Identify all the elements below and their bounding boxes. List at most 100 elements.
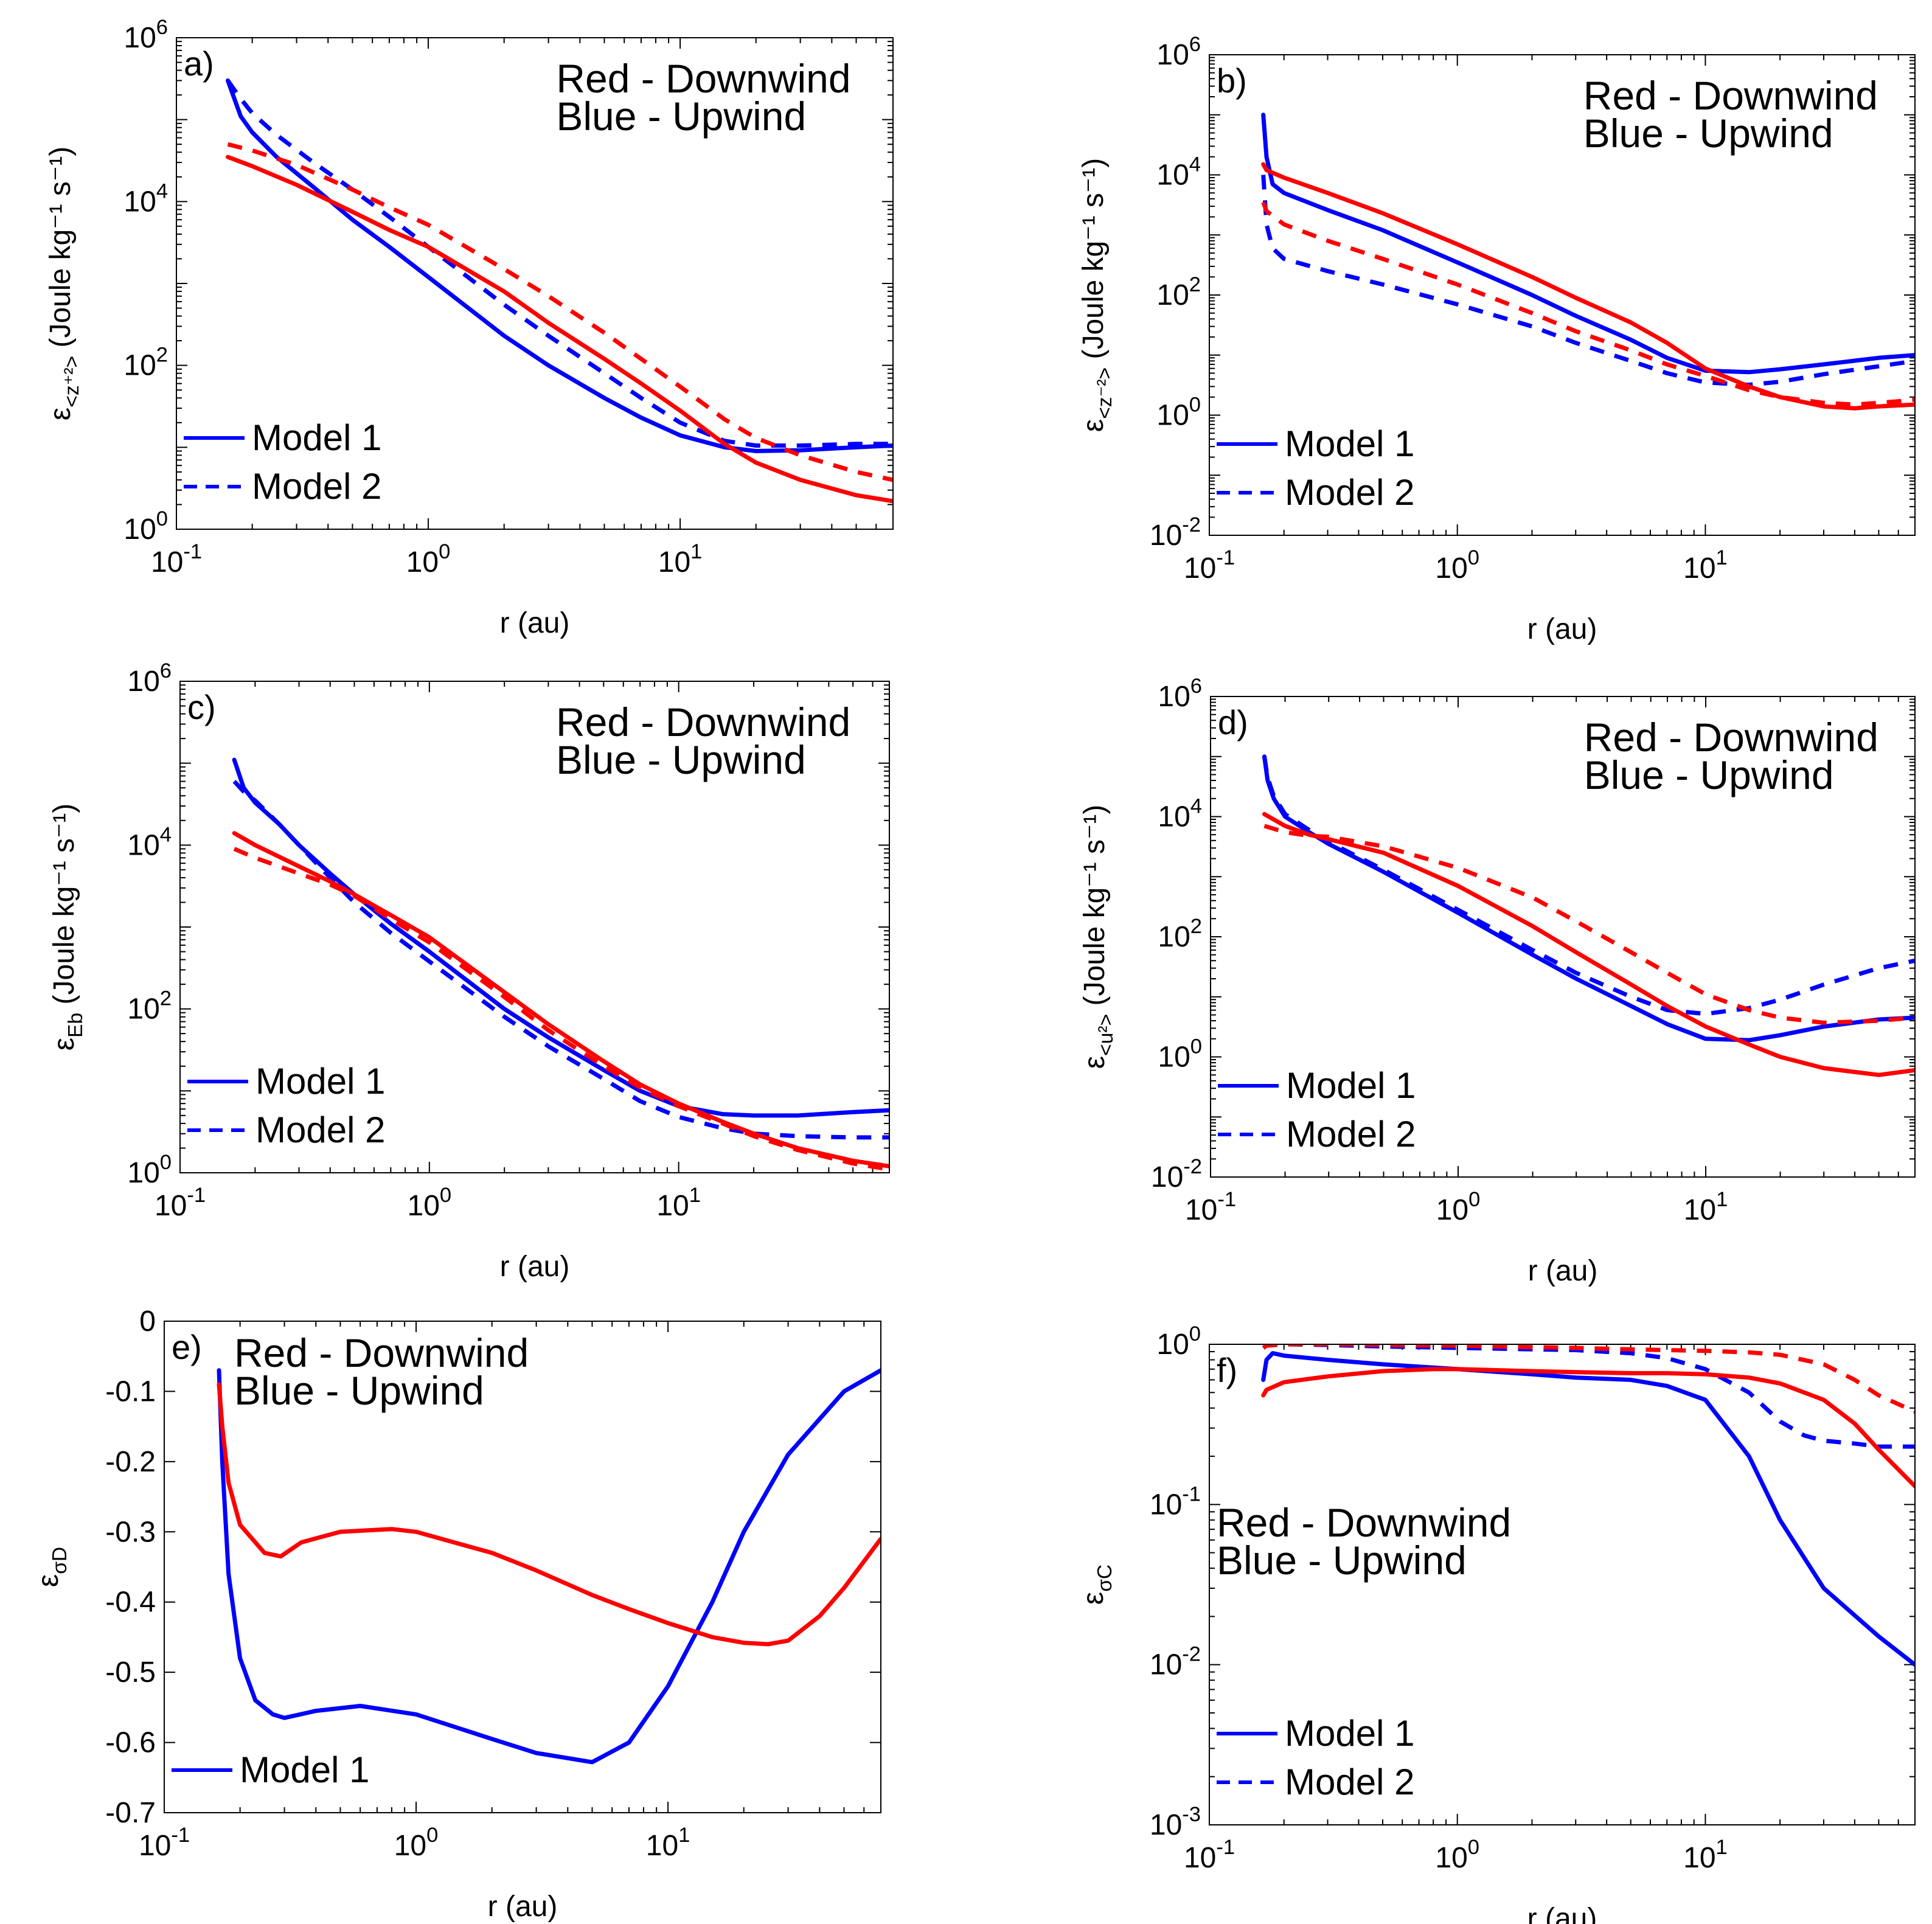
plot-frame <box>1210 696 1916 1178</box>
x-tick-label: 101 <box>1684 1188 1728 1226</box>
legend-label-model-1: Model 1 <box>1285 1713 1414 1754</box>
annotation-upwind: Blue - Upwind <box>1217 1538 1467 1583</box>
series-downwind-model-2-line <box>227 142 893 482</box>
x-tick-label: 101 <box>658 540 703 578</box>
plot-frame <box>164 1321 881 1813</box>
x-tick-label: 100 <box>406 540 451 578</box>
series-upwind-model-2-line <box>226 79 893 448</box>
legend-label-model-2: Model 2 <box>252 466 381 507</box>
series-downwind-model-2-line <box>1263 824 1915 1025</box>
series-downwind-model-1-line <box>226 155 893 504</box>
y-tick-label: -0.3 <box>105 1516 156 1548</box>
plot-frame <box>176 37 894 530</box>
legend-label-model-1: Model 1 <box>255 1061 385 1102</box>
x-tick-label: 100 <box>1435 546 1479 585</box>
x-axis-label: r (au) <box>1528 1255 1598 1287</box>
x-tick-label: 10-1 <box>1184 546 1235 585</box>
annotation-downwind: Red - Downwind <box>1584 715 1878 760</box>
y-tick-label: -0.1 <box>105 1375 156 1408</box>
y-tick-label: 102 <box>1156 273 1201 311</box>
plot-frame <box>179 681 890 1173</box>
x-tick-label: 100 <box>408 1184 452 1222</box>
panel-label: e) <box>172 1328 202 1366</box>
y-tick-label: 104 <box>123 179 168 218</box>
legend-label-model-1: Model 1 <box>1285 423 1414 464</box>
y-tick-label: 100 <box>123 507 168 546</box>
y-tick-label: 10-2 <box>1150 1643 1201 1681</box>
curves <box>1262 754 1915 1077</box>
annotation-upwind: Blue - Upwind <box>556 737 806 782</box>
legend-label-model-1: Model 1 <box>240 1749 369 1790</box>
panel-label: c) <box>187 688 216 726</box>
annotation-upwind: Blue - Upwind <box>556 94 806 139</box>
series-upwind-model-1-line <box>226 78 893 453</box>
y-tick-label: -0.4 <box>105 1586 156 1619</box>
x-tick-label: 100 <box>1435 1836 1479 1874</box>
series-downwind-model-1-line <box>1262 811 1915 1077</box>
y-axis-label: ε<u²> (Joule kg⁻¹ s⁻¹) <box>1079 805 1117 1069</box>
x-tick-label: 10-1 <box>139 1824 190 1862</box>
legend-label-model-2: Model 2 <box>1285 472 1414 513</box>
annotation-upwind: Blue - Upwind <box>1584 752 1834 797</box>
annotation-downwind: Red - Downwind <box>1217 1500 1511 1545</box>
series-downwind-model-2-line <box>1262 1344 1915 1414</box>
series-upwind-model-1-line <box>217 1368 881 1765</box>
panel-e: 10-1 100 101 0 -0.1 -0.2 -0.3 -0.4 -0.5 -0.6 -0.7 r… <box>32 1305 881 1923</box>
legend-label-model-1: Model 1 <box>1286 1065 1416 1106</box>
series-downwind-model-1-line <box>1261 1367 1915 1488</box>
legend-label-model-1: Model 1 <box>252 417 381 458</box>
y-tick-label: 102 <box>1158 915 1202 953</box>
y-tick-label: 106 <box>1156 33 1201 71</box>
y-axis-label: ε<z⁻²> (Joule kg⁻¹ s⁻¹) <box>1077 158 1116 432</box>
axis-ticks <box>176 37 894 530</box>
y-tick-label: 10-3 <box>1150 1803 1201 1841</box>
annotation-downwind: Red - Downwind <box>234 1330 529 1375</box>
x-tick-label: 100 <box>394 1824 439 1862</box>
annotation-downwind: Red - Downwind <box>556 700 850 745</box>
curves <box>1261 113 1915 411</box>
x-tick-label: 100 <box>1436 1188 1481 1226</box>
plot-frame <box>1209 1344 1916 1825</box>
x-axis-label: r (au) <box>500 1251 570 1283</box>
series-downwind-model-1-line <box>1261 162 1915 411</box>
y-tick-label: 104 <box>1158 795 1202 833</box>
y-tick-label: -0.5 <box>105 1656 156 1689</box>
y-tick-label: 100 <box>1156 394 1201 432</box>
y-axis-label: εσD <box>32 1547 71 1587</box>
series-upwind-model-2-line <box>1261 175 1915 387</box>
x-tick-label: 101 <box>656 1184 701 1222</box>
panel-label: f) <box>1217 1351 1237 1389</box>
y-tick-label: 104 <box>127 823 172 861</box>
plot-frame <box>1209 54 1916 536</box>
panel-label: d) <box>1218 703 1248 741</box>
y-tick-label: -0.2 <box>105 1446 156 1478</box>
x-tick-label: 10-1 <box>1185 1188 1236 1226</box>
y-tick-label: 100 <box>127 1151 172 1189</box>
x-tick-label: 101 <box>1683 546 1728 585</box>
series-upwind-model-1-line <box>1262 754 1915 1043</box>
y-tick-label: 104 <box>1156 153 1201 192</box>
annotation-downwind: Red - Downwind <box>1583 73 1878 118</box>
y-tick-label: -0.6 <box>105 1727 156 1759</box>
x-tick-label: 10-1 <box>155 1184 206 1222</box>
series-downwind-model-1-line <box>217 1382 881 1647</box>
x-axis-label: r (au) <box>500 607 570 639</box>
legend-label-model-2: Model 2 <box>1285 1762 1414 1802</box>
y-tick-label: 10-2 <box>1151 1155 1202 1193</box>
x-tick-label: 10-1 <box>1184 1836 1235 1874</box>
legend-label-model-2: Model 2 <box>255 1110 385 1150</box>
y-tick-label: 100 <box>1156 1322 1201 1361</box>
series-upwind-model-2-line <box>232 780 889 1140</box>
panel-f: 10-1 100 101 10-3 10-2 10-1 100 r (au) εσC f) Red … <box>1077 1322 1916 1924</box>
x-axis-label: r (au) <box>1527 1903 1597 1924</box>
y-tick-label: 106 <box>123 16 168 54</box>
x-tick-label: 101 <box>1683 1836 1728 1874</box>
y-tick-label: 102 <box>123 344 168 382</box>
annotation-downwind: Red - Downwind <box>556 56 850 101</box>
annotation-upwind: Blue - Upwind <box>1583 111 1833 156</box>
series-downwind-model-1-line <box>232 831 889 1169</box>
curves <box>226 78 893 504</box>
curves <box>232 757 889 1172</box>
